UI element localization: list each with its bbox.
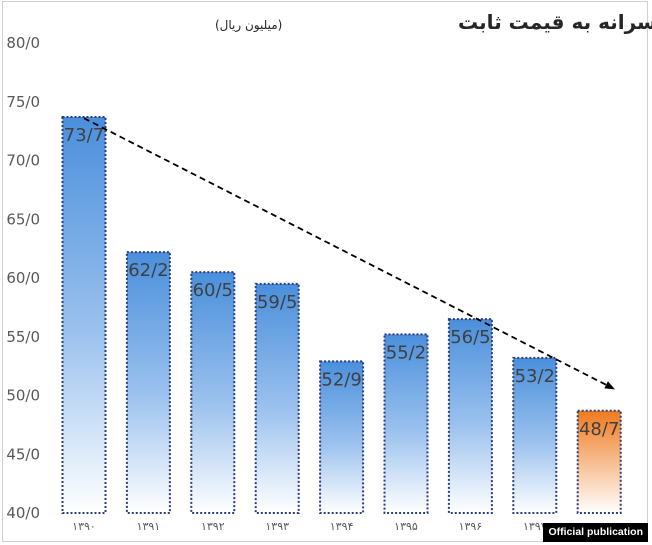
bar <box>61 116 107 515</box>
trend-group <box>83 117 615 390</box>
y-tick-label: 50/0 <box>6 387 40 405</box>
x-tick-label: ۱۳۹۳ <box>265 520 289 533</box>
bar-value-label: 56/5 <box>450 327 490 348</box>
y-tick-label: 70/0 <box>6 152 40 170</box>
bar <box>383 333 429 514</box>
official-publication-badge: Official publication <box>543 523 648 542</box>
bar-value-label: 60/5 <box>193 280 233 301</box>
y-axis: 40/0 45/0 50/0 55/0 60/0 65/0 70/0 75/0 80/0 <box>6 34 40 522</box>
x-tick-label: ۱۳۹۲ <box>201 520 225 533</box>
bar <box>319 360 365 514</box>
bar-value-label: 48/7 <box>579 419 619 440</box>
bar-value-label: 53/2 <box>515 366 555 387</box>
y-tick-label: 55/0 <box>6 328 40 346</box>
y-tick-label: 45/0 <box>6 445 40 463</box>
y-tick-label: 65/0 <box>6 210 40 228</box>
x-tick-label: ۱۳۹۰ <box>72 520 96 533</box>
x-tick-label: ۱۳۹۵ <box>394 520 418 533</box>
bar <box>190 271 236 514</box>
y-tick-label: 60/0 <box>6 269 40 287</box>
trend-arrow <box>83 117 615 390</box>
y-tick-label: 40/0 <box>6 504 40 522</box>
bar-value-label: 55/2 <box>386 342 426 363</box>
chart-unit-label: (میلیون ریال) <box>215 18 282 33</box>
chart-title: درآمد سرانه به قیمت ثابت <box>458 9 652 34</box>
bar-value-label: 73/7 <box>64 125 104 146</box>
x-axis: ۱۳۹۰۱۳۹۱۱۳۹۲۱۳۹۳۱۳۹۴۱۳۹۵۱۳۹۶۱۳۹۷۱۳۹۸ <box>72 520 611 533</box>
x-tick-label: ۱۳۹۴ <box>330 520 354 533</box>
bar <box>254 282 300 514</box>
bars-group <box>61 116 622 515</box>
bar-value-label: 52/9 <box>321 369 361 390</box>
x-tick-label: ۱۳۹۷ <box>523 520 547 533</box>
y-tick-label: 80/0 <box>6 34 40 52</box>
bar-value-labels: 73/7 62/2 60/5 59/5 52/9 55/2 56/5 53/2 48/7 <box>64 125 620 440</box>
bar-value-label: 59/5 <box>257 292 297 313</box>
bar-highlighted <box>576 409 622 514</box>
bar-value-label: 62/2 <box>128 260 168 281</box>
bar <box>447 318 493 514</box>
y-tick-label: 75/0 <box>6 93 40 111</box>
bar <box>125 251 171 514</box>
bar <box>512 356 558 514</box>
x-tick-label: ۱۳۹۱ <box>137 520 161 533</box>
x-tick-label: ۱۳۹۶ <box>459 520 483 533</box>
